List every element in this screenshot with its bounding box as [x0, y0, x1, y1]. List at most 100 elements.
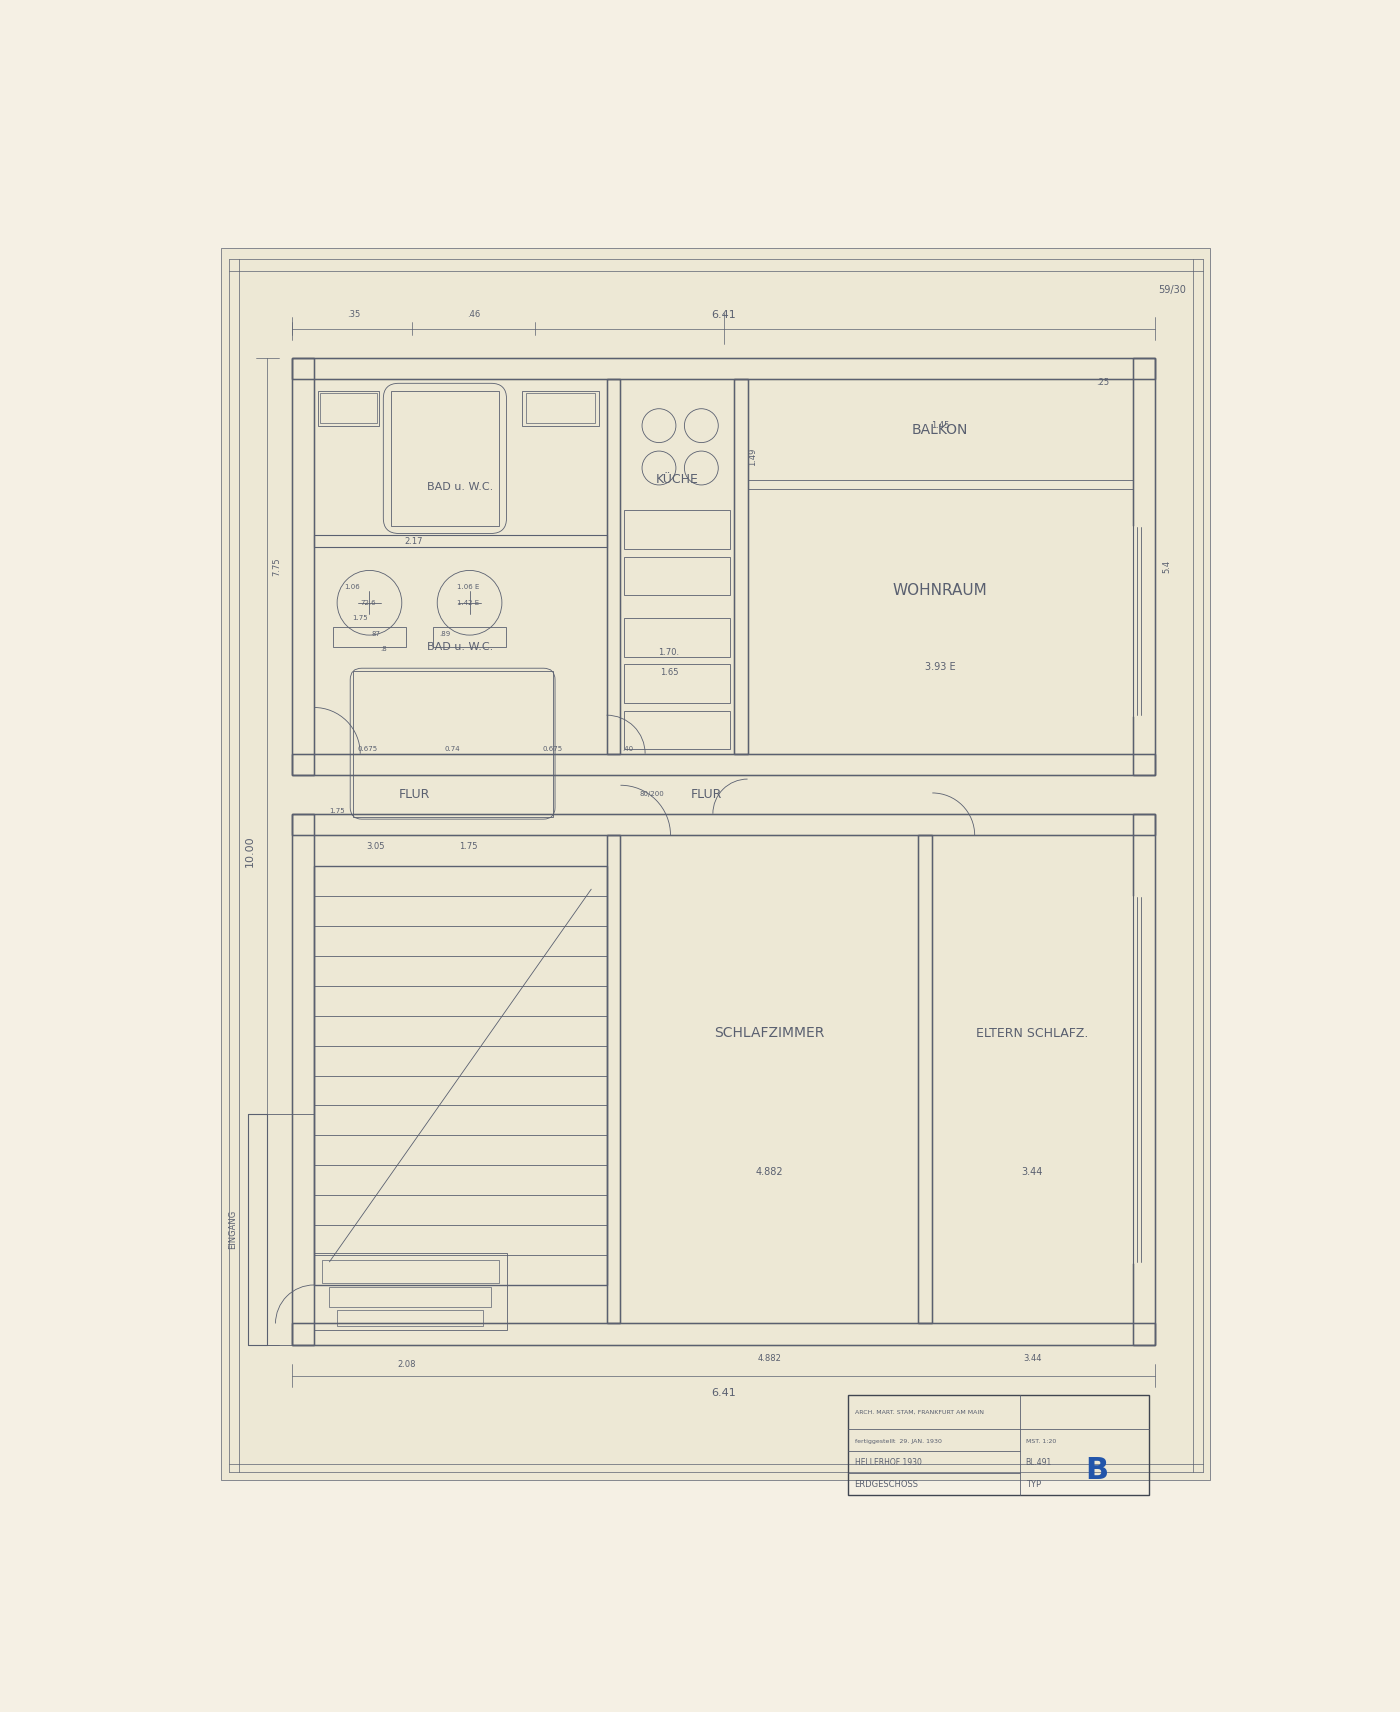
Text: SCHLAFZIMMER: SCHLAFZIMMER	[714, 1025, 825, 1041]
Text: ERDGESCHOSS: ERDGESCHOSS	[854, 1479, 918, 1489]
Text: 72.6: 72.6	[360, 599, 375, 606]
Text: WOHNRAUM: WOHNRAUM	[893, 584, 987, 597]
Bar	[322, 1260, 498, 1284]
Text: HELLERHOF 1930: HELLERHOF 1930	[854, 1457, 921, 1467]
Bar	[314, 536, 606, 548]
Bar	[734, 380, 748, 753]
Bar	[606, 835, 620, 1323]
Bar	[624, 664, 729, 704]
Text: fertiggestellt  29. JAN. 1930: fertiggestellt 29. JAN. 1930	[854, 1438, 941, 1443]
Text: FLUR: FLUR	[690, 788, 721, 801]
Bar	[248, 1115, 314, 1346]
Bar	[293, 753, 1155, 776]
Bar	[624, 618, 729, 657]
Text: 3.93 E: 3.93 E	[925, 663, 955, 673]
Bar	[734, 380, 748, 753]
Text: 1.06: 1.06	[344, 584, 360, 591]
Bar	[353, 671, 553, 817]
Bar	[329, 1287, 491, 1306]
Bar	[318, 390, 379, 426]
Bar	[293, 358, 314, 776]
Text: .89: .89	[440, 630, 451, 637]
Text: .25: .25	[1096, 378, 1109, 387]
Text: 6.41: 6.41	[711, 1388, 736, 1397]
Bar	[293, 753, 1155, 776]
Bar	[1134, 358, 1155, 776]
Text: 1.75: 1.75	[459, 842, 477, 851]
Text: 3.44: 3.44	[1022, 1168, 1043, 1176]
Text: BAD u. W.C.: BAD u. W.C.	[427, 642, 493, 652]
Text: 2.17: 2.17	[405, 536, 423, 546]
Text: 0.675: 0.675	[358, 746, 378, 752]
Text: KÜCHE: KÜCHE	[655, 473, 699, 486]
Bar	[522, 390, 599, 426]
Bar	[293, 1323, 1155, 1346]
Bar	[314, 536, 606, 548]
Bar	[293, 1323, 1155, 1346]
Bar	[321, 394, 377, 423]
Bar	[434, 627, 505, 647]
Text: 59/30: 59/30	[1158, 286, 1186, 294]
Bar	[918, 835, 932, 1323]
Text: BALKON: BALKON	[911, 423, 969, 437]
Bar	[624, 510, 729, 550]
Text: 1.75: 1.75	[329, 808, 344, 813]
Text: 80/200: 80/200	[640, 791, 665, 798]
Bar	[333, 627, 406, 647]
Bar	[293, 813, 314, 1346]
Text: FLUR: FLUR	[399, 788, 430, 801]
Bar	[1134, 358, 1155, 776]
Text: .35: .35	[347, 310, 361, 318]
Text: .8: .8	[379, 645, 386, 652]
Bar	[1134, 813, 1155, 1346]
Bar	[391, 390, 498, 526]
Bar	[606, 380, 620, 753]
Bar	[293, 813, 314, 1346]
Bar	[293, 358, 1155, 380]
Bar	[314, 866, 606, 1286]
Bar	[293, 813, 314, 1346]
Bar	[624, 710, 729, 750]
Text: 3.44: 3.44	[1023, 1354, 1042, 1363]
Text: 1.75: 1.75	[353, 615, 368, 621]
Bar	[293, 358, 1155, 380]
Text: 7.75: 7.75	[273, 558, 281, 575]
Text: BAD u. W.C.: BAD u. W.C.	[427, 483, 493, 493]
Text: 1.49: 1.49	[749, 447, 757, 466]
Text: 4.882: 4.882	[757, 1354, 781, 1363]
Text: 0.74: 0.74	[445, 746, 461, 752]
Bar	[337, 1310, 483, 1325]
Bar	[918, 835, 932, 1323]
Bar	[1134, 813, 1155, 1346]
Bar	[248, 1115, 267, 1346]
Bar	[606, 380, 620, 753]
Text: ARCH. MART. STAM, FRANKFURT AM MAIN: ARCH. MART. STAM, FRANKFURT AM MAIN	[854, 1409, 984, 1414]
Text: 2.08: 2.08	[398, 1359, 416, 1370]
Text: 1.45: 1.45	[931, 421, 949, 430]
Bar	[314, 536, 606, 548]
Text: 5.4: 5.4	[1162, 560, 1170, 574]
Bar	[293, 813, 1155, 835]
Bar	[293, 813, 1155, 835]
Text: BL.491: BL.491	[1026, 1457, 1051, 1467]
Text: 3.05: 3.05	[367, 842, 385, 851]
Text: 1.70.: 1.70.	[658, 649, 679, 657]
Bar	[314, 1253, 507, 1330]
Text: .46: .46	[466, 310, 480, 318]
Bar	[734, 380, 748, 753]
Bar	[606, 380, 620, 753]
Bar	[293, 1323, 1155, 1346]
Bar	[293, 358, 1155, 380]
Text: TYP: TYP	[1026, 1479, 1040, 1489]
Text: 0.675: 0.675	[543, 746, 563, 752]
Bar	[293, 813, 1155, 835]
Bar	[624, 556, 729, 596]
Text: 1.06 E: 1.06 E	[456, 584, 479, 591]
Bar	[606, 835, 620, 1323]
Text: MST. 1:20: MST. 1:20	[1026, 1438, 1056, 1443]
Text: 87: 87	[371, 630, 381, 637]
Text: 10.00: 10.00	[245, 835, 255, 868]
Bar	[1134, 813, 1155, 1346]
Text: ELTERN SCHLAFZ.: ELTERN SCHLAFZ.	[976, 1027, 1089, 1039]
Bar	[293, 358, 314, 776]
